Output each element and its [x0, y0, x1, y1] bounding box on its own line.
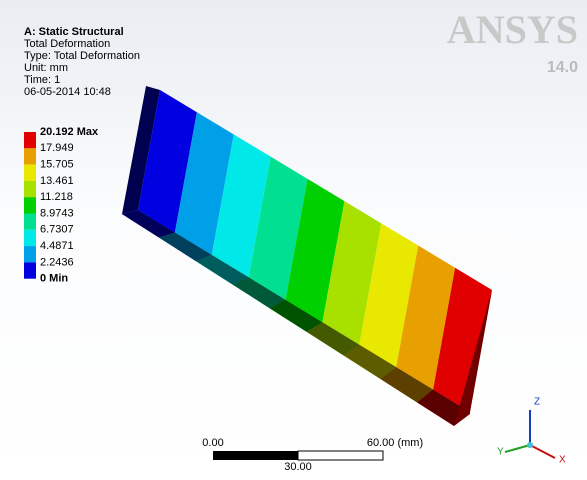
legend-label: 20.192 Max	[40, 126, 99, 138]
legend-label: 0 Min	[40, 273, 68, 285]
scale-left: 0.00	[202, 437, 223, 449]
scale-bar-light	[298, 451, 383, 460]
scale-bar-dark	[213, 451, 298, 460]
scale-middle: 30.00	[284, 461, 312, 473]
triad-x-label: X	[559, 455, 566, 466]
legend-label: 17.949	[40, 142, 74, 154]
header-line: Total Deformation	[24, 38, 110, 50]
legend-swatch	[24, 262, 36, 278]
legend-swatch	[24, 230, 36, 246]
triad-origin	[527, 442, 533, 448]
legend-swatch	[24, 165, 36, 181]
header-line: Type: Total Deformation	[24, 50, 140, 62]
header-line: Unit: mm	[24, 62, 68, 74]
legend-label: 6.7307	[40, 224, 74, 236]
header-line: Time: 1	[24, 74, 60, 86]
scale-right: 60.00 (mm)	[367, 437, 423, 449]
legend-swatch	[24, 214, 36, 230]
legend-swatch	[24, 148, 36, 164]
triad-y-label: Y	[497, 447, 504, 458]
triad	[505, 410, 555, 458]
triad-x	[530, 445, 555, 458]
legend-label: 4.4871	[40, 240, 74, 252]
triad-y	[505, 445, 530, 452]
legend-swatch	[24, 132, 36, 148]
legend-swatch	[24, 181, 36, 197]
logo-brand: ANSYS	[447, 7, 578, 52]
header-line: 06-05-2014 10:48	[24, 86, 111, 98]
legend-label: 11.218	[40, 191, 73, 203]
scene: A: Static StructuralTotal DeformationTyp…	[0, 0, 587, 480]
legend-label: 13.461	[40, 175, 74, 187]
legend-label: 15.705	[40, 159, 74, 171]
viewport: A: Static StructuralTotal DeformationTyp…	[0, 0, 587, 480]
header-line: A: Static Structural	[24, 26, 124, 38]
logo-version: 14.0	[547, 59, 578, 76]
legend-label: 8.9743	[40, 207, 74, 219]
legend-label: 2.2436	[40, 256, 74, 268]
legend-swatch	[24, 246, 36, 262]
triad-z-label: Z	[534, 397, 540, 408]
legend-swatch	[24, 197, 36, 213]
beam	[122, 90, 492, 426]
